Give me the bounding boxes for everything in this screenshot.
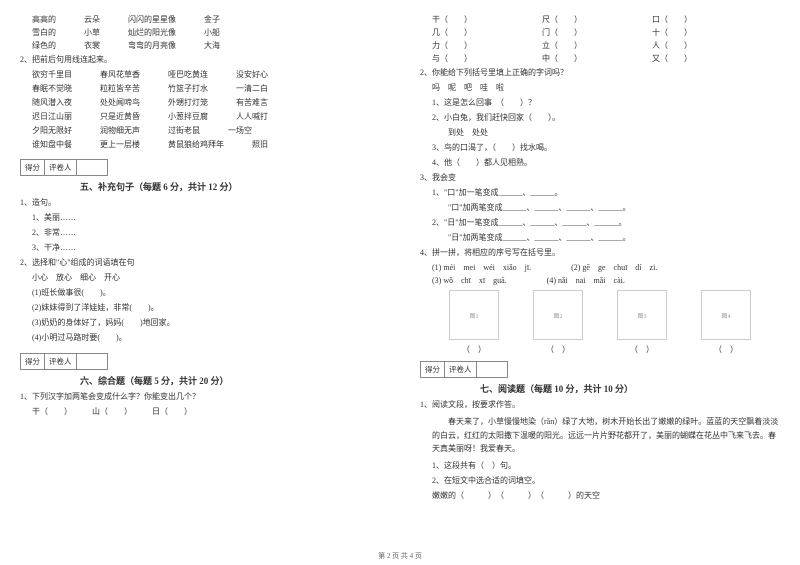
image-label-row: （ ） （ ） （ ） （ ） [432, 344, 768, 355]
t0-2: 闪闪的星星像 [128, 14, 176, 25]
q3-title: 3、我会变 [420, 172, 780, 184]
pair-row: 随风潜入夜处处闻啼鸟外甥打灯笼有苦难言 [32, 97, 380, 108]
q2-item: 4、他（ ）都人见相熟。 [432, 157, 780, 169]
pinyin-row: (3) wǒ chī xī guā. (4) nǎi nai mǎi cài. [432, 275, 780, 286]
q2-title: 2、你能给下列括号里填上正确的字词吗？ [420, 67, 780, 79]
match-row: 高高的 云朵 闪闪的星星像 金子 [32, 14, 380, 25]
q6-1-items: 干（ ） 山（ ） 日（ ） [32, 406, 380, 417]
q2-sub: 吗 呢 吧 哇 啦 [432, 82, 780, 94]
char-line: 几（ ）门（ ）十（ ） [432, 27, 780, 38]
q5-2-item: (2)妹妹得到了洋娃娃，非常( )。 [32, 302, 380, 314]
pair-row: 欲穷千里目春风花草香哑巴吃黄连没安好心 [32, 69, 380, 80]
score-label: 得分 [21, 160, 45, 175]
score-box: 得分 评卷人 [20, 159, 108, 176]
pair-row: 春眠不觉晓粒粒皆辛苦竹篮子打水一清二白 [32, 83, 380, 94]
score-box: 得分 评卷人 [420, 361, 508, 378]
q3-item: 2、"日"加一笔变成______、______、______、______。 [432, 217, 780, 229]
section-5-title: 五、补充句子（每题 6 分，共计 12 分） [80, 180, 380, 193]
q7-blanks: 嫩嫩的（ ） （ ） （ ）的天空 [432, 490, 780, 502]
reading-passage: 春天来了，小草慢慢地染（rǎn）绿了大地，树木开始长出了嫩嫩的绿叶。蓝蓝的天空飘… [432, 415, 780, 456]
q5-1-item: 2、非常…… [32, 227, 380, 239]
t0-1: 云朵 [84, 14, 100, 25]
q2-item: 1、这是怎么回事 （ ）？ [432, 97, 780, 109]
illustration-icon: 图2 [533, 290, 583, 340]
q5-2: 2、选择和"心"组成的词语填在句 [20, 257, 380, 269]
q3-item: "日"加两笔变成______、______、______、______。 [432, 232, 780, 244]
q2-item: 到处 处处 [432, 127, 780, 139]
q5-1-item: 1、美丽…… [32, 212, 380, 224]
char-line: 与（ ）中（ ）又（ ） [432, 53, 780, 64]
char-line: 力（ ）立（ ）人（ ） [432, 40, 780, 51]
char-line: 干（ ）尺（ ）口（ ） [432, 14, 780, 25]
q3-item: "口"加两笔变成______、______、______、______。 [432, 202, 780, 214]
illustration-icon: 图1 [449, 290, 499, 340]
q7-1: 1、阅读文段，按要求作答。 [420, 399, 780, 411]
section-7-title: 七、阅读题（每题 10 分，共计 10 分） [480, 382, 780, 395]
q7-sub2: 2、在短文中选合适的词填空。 [432, 475, 780, 487]
q2-item: 2、小白兔，我们赶快回家（ ）。 [432, 112, 780, 124]
page-footer: 第 2 页 共 4 页 [0, 551, 800, 561]
q5-2-item: (4)小明过马路时要( )。 [32, 332, 380, 344]
t0-3: 金子 [204, 14, 220, 25]
q4-title: 4、拼一拼，将相应的序号写在括号里。 [420, 247, 780, 259]
score-blank[interactable] [77, 160, 107, 175]
q5-2-item: (1)班长做事很( )。 [32, 287, 380, 299]
pair-row: 夕阳无限好润物细无声过街老鼠一场空 [32, 125, 380, 136]
q2-title: 2、把前后句用线连起来。 [20, 54, 380, 66]
q5-2-sub: 小心 放心 细心 开心 [32, 272, 380, 284]
t0-0: 高高的 [32, 14, 56, 25]
match-row: 雪白的 小草 灿烂的阳光像 小船 [32, 27, 380, 38]
pair-row: 迟日江山丽只是近黄昏小葱拌豆腐人人喊打 [32, 111, 380, 122]
q7-sub1: 1、这段共有（ ）句。 [432, 460, 780, 472]
q5-2-item: (3)奶奶的身体好了，妈妈( )地回家。 [32, 317, 380, 329]
match-row: 绿色的 衣裳 弯弯的月亮像 大海 [32, 40, 380, 51]
grader-label: 评卷人 [45, 160, 77, 175]
pair-row: 谁知盘中餐更上一层楼黄鼠狼给鸡拜年照旧 [32, 139, 380, 150]
section-6-title: 六、综合题（每题 5 分，共计 20 分） [80, 374, 380, 387]
q6-1: 1、下列汉字加两笔会变成什么字？你能变出几个？ [20, 391, 380, 403]
q5-1: 1、造句。 [20, 197, 380, 209]
image-row: 图1 图2 图3 图4 [432, 290, 768, 340]
q5-1-item: 3、干净…… [32, 242, 380, 254]
q2-item: 3、鸟的口渴了，（ ）找水喝。 [432, 142, 780, 154]
q3-item: 1、"口"加一笔变成______、______。 [432, 187, 780, 199]
score-box: 得分 评卷人 [20, 353, 108, 370]
pinyin-row: (1) méi mei wéi xiǎo jī. (2) gē ge chuī … [432, 262, 780, 273]
illustration-icon: 图3 [617, 290, 667, 340]
illustration-icon: 图4 [701, 290, 751, 340]
